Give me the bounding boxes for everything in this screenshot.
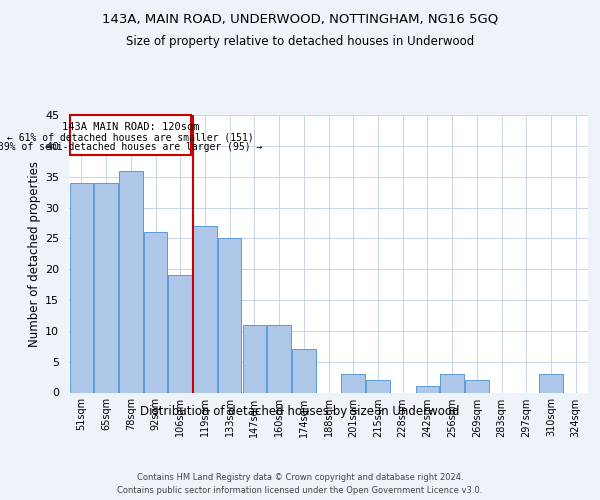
Bar: [539, 374, 563, 392]
Bar: [144, 232, 167, 392]
Text: Size of property relative to detached houses in Underwood: Size of property relative to detached ho…: [126, 35, 474, 48]
Bar: [366, 380, 389, 392]
Bar: [218, 238, 241, 392]
Bar: [193, 226, 217, 392]
Bar: [169, 276, 192, 392]
Bar: [341, 374, 365, 392]
Text: 143A, MAIN ROAD, UNDERWOOD, NOTTINGHAM, NG16 5GQ: 143A, MAIN ROAD, UNDERWOOD, NOTTINGHAM, …: [102, 12, 498, 26]
Bar: [416, 386, 439, 392]
Bar: [440, 374, 464, 392]
Bar: [465, 380, 488, 392]
Bar: [119, 170, 143, 392]
Text: 39% of semi-detached houses are larger (95) →: 39% of semi-detached houses are larger (…: [0, 142, 263, 152]
Bar: [242, 324, 266, 392]
Bar: [70, 183, 93, 392]
Text: Contains HM Land Registry data © Crown copyright and database right 2024.: Contains HM Land Registry data © Crown c…: [137, 472, 463, 482]
Bar: [94, 183, 118, 392]
Text: 143A MAIN ROAD: 120sqm: 143A MAIN ROAD: 120sqm: [62, 122, 199, 132]
Text: Distribution of detached houses by size in Underwood: Distribution of detached houses by size …: [140, 405, 460, 418]
Bar: [292, 350, 316, 393]
Text: ← 61% of detached houses are smaller (151): ← 61% of detached houses are smaller (15…: [7, 132, 254, 142]
Bar: [268, 324, 291, 392]
Text: Contains public sector information licensed under the Open Government Licence v3: Contains public sector information licen…: [118, 486, 482, 495]
FancyBboxPatch shape: [70, 115, 191, 155]
Y-axis label: Number of detached properties: Number of detached properties: [28, 161, 41, 347]
